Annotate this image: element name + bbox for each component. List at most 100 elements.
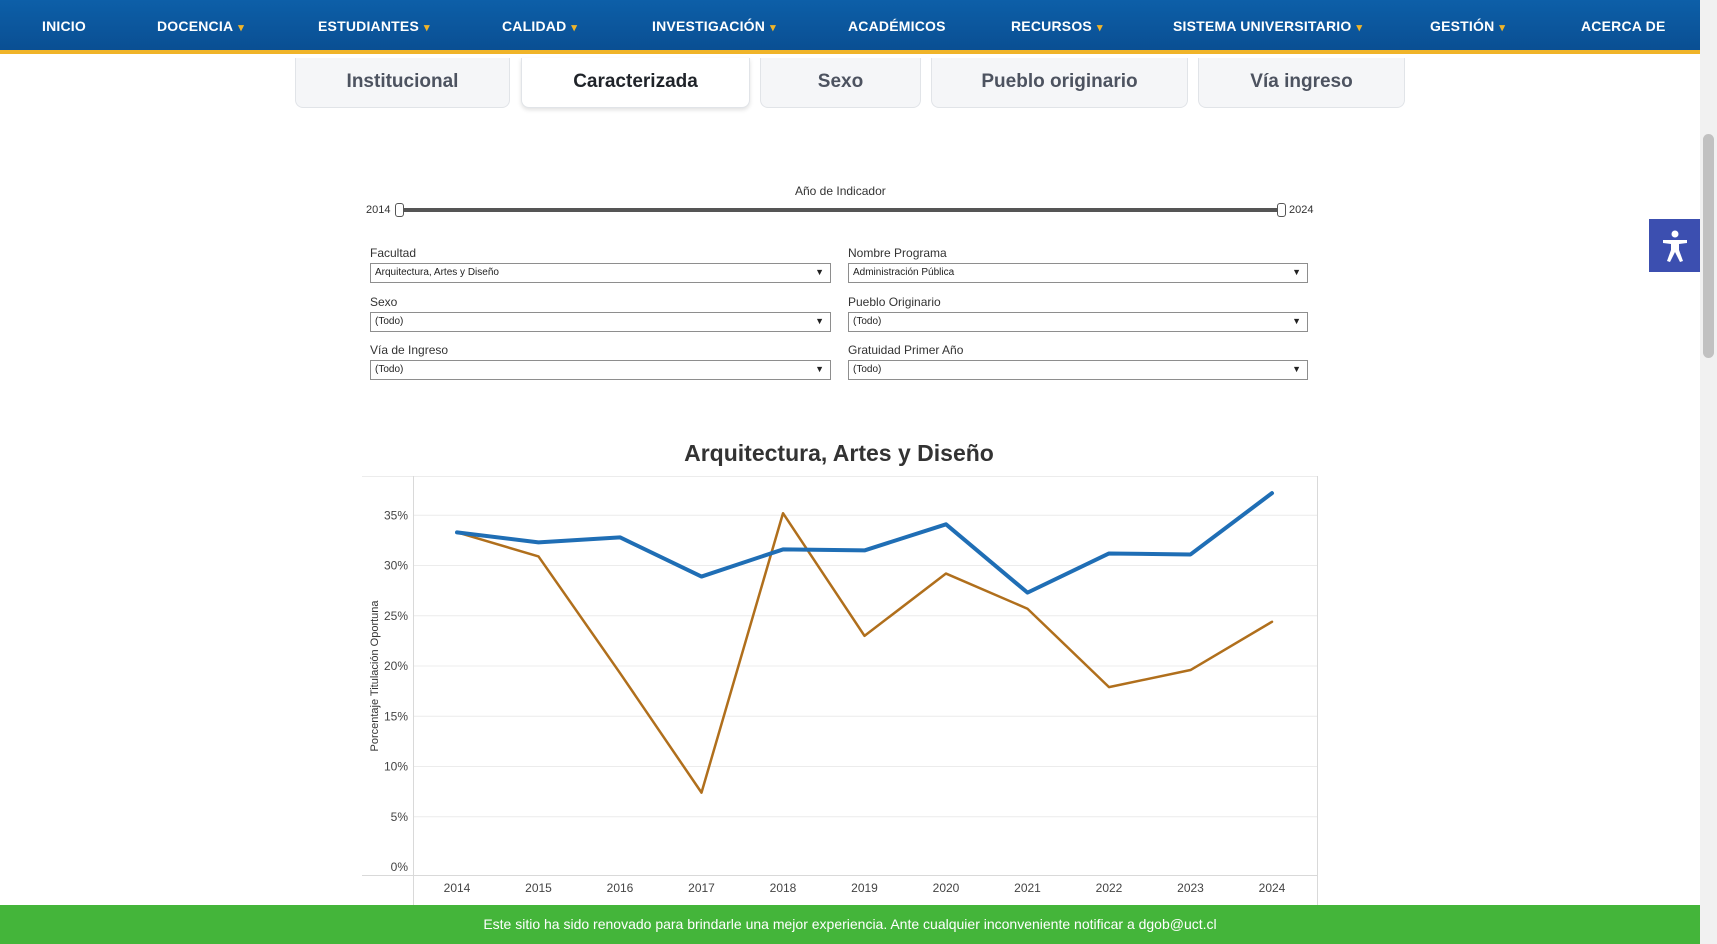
via-value: (Todo) (375, 364, 404, 375)
x-tick-label: 2015 (525, 881, 552, 895)
chevron-down-icon: ▾ (1356, 22, 1363, 34)
chevron-down-icon: ▾ (571, 22, 578, 34)
nav-item-label: CALIDAD (502, 18, 567, 34)
x-tick-label: 2016 (607, 881, 634, 895)
x-tick-label: 2014 (444, 881, 471, 895)
gratuidad-value: (Todo) (853, 364, 882, 375)
year-range-slider[interactable] (399, 208, 1281, 212)
nav-item-label: DOCENCIA (157, 18, 234, 34)
nav-item-recursos[interactable]: RECURSOS ▾ (1011, 18, 1103, 34)
tab-label: Institucional (346, 71, 459, 92)
tab-label: Caracterizada (573, 71, 698, 92)
chart-series (455, 491, 1274, 794)
pueblo-select[interactable]: (Todo) ▼ (848, 312, 1308, 332)
tab-label: Pueblo originario (981, 71, 1138, 92)
nav-item-label: SISTEMA UNIVERSITARIO (1173, 18, 1352, 34)
nav-item-label: INVESTIGACIÓN (652, 18, 766, 34)
x-tick-label: 2022 (1096, 881, 1123, 895)
nav-item-inicio[interactable]: INICIO (42, 18, 86, 34)
line-chart: 0%5%10%15%20%25%30%35% 2014 2015 2016 2017 2… (362, 476, 1318, 905)
slider-max-label: 2024 (1289, 204, 1314, 216)
chevron-down-icon: ▾ (238, 22, 245, 34)
x-tick-label: 2023 (1177, 881, 1204, 895)
y-tick-label: 0% (391, 860, 409, 874)
chart-title: Arquitectura, Artes y Diseño (684, 440, 994, 466)
series-line-1 (455, 491, 1274, 595)
programa-value: Administración Pública (853, 267, 955, 278)
chevron-down-icon: ▾ (424, 22, 430, 34)
dropdown-arrow-icon: ▼ (1292, 316, 1301, 326)
accessibility-icon (1662, 230, 1687, 262)
chart-grid (414, 514, 1317, 818)
tab-via-ingreso[interactable]: Vía ingreso (1198, 58, 1405, 108)
scrollbar-thumb[interactable] (1703, 134, 1714, 358)
gratuidad-select[interactable]: (Todo) ▼ (848, 360, 1308, 380)
x-tick-label: 2019 (851, 881, 878, 895)
sexo-select[interactable]: (Todo) ▼ (370, 312, 831, 332)
dropdown-arrow-icon: ▼ (815, 364, 824, 374)
y-tick-label: 35% (384, 508, 408, 522)
page-scrollbar[interactable] (1700, 0, 1717, 944)
sexo-value: (Todo) (375, 316, 404, 327)
y-axis-ticks: 0% 5% 10% 15% 20% 25% 30% 35% (384, 508, 408, 874)
gratuidad-label: Gratuidad Primer Año (848, 343, 964, 357)
facultad-label: Facultad (370, 246, 417, 260)
x-tick-label: 2018 (770, 881, 797, 895)
tab-institucional[interactable]: Institucional (295, 58, 510, 108)
nav-item-estudiantes[interactable]: ESTUDIANTES ▾ (318, 18, 430, 34)
nav-item-investigacion[interactable]: INVESTIGACIÓN ▾ (652, 18, 776, 34)
tab-caracterizada[interactable]: Caracterizada (521, 58, 750, 108)
nav-item-label: INICIO (42, 18, 86, 34)
nav-item-gestion[interactable]: GESTIÓN ▾ (1430, 18, 1505, 34)
dropdown-arrow-icon: ▼ (815, 267, 824, 277)
nav-item-label: ESTUDIANTES (318, 18, 419, 34)
y-tick-label: 20% (384, 659, 408, 673)
nav-item-academicos[interactable]: ACADÉMICOS (848, 18, 946, 34)
facultad-select[interactable]: Arquitectura, Artes y Diseño ▼ (370, 263, 831, 283)
sexo-label: Sexo (370, 295, 398, 309)
notice-banner: Este sitio ha sido renovado para brindar… (0, 905, 1700, 944)
programa-select[interactable]: Administración Pública ▼ (848, 263, 1308, 283)
tab-label: Vía ingreso (1250, 71, 1353, 92)
nav-item-acerca-de[interactable]: ACERCA DE (1581, 18, 1666, 34)
nav-item-label: GESTIÓN (1430, 18, 1495, 34)
y-axis-label: Porcentaje Titulación Oportuna (369, 600, 381, 752)
accessibility-button[interactable] (1649, 219, 1700, 272)
chevron-down-icon: ▾ (1499, 22, 1506, 34)
y-tick-label: 30% (384, 559, 408, 573)
y-tick-label: 5% (391, 810, 409, 824)
chart-axes (362, 476, 1318, 905)
dropdown-arrow-icon: ▼ (1292, 267, 1301, 277)
facultad-value: Arquitectura, Artes y Diseño (375, 267, 499, 278)
nav-item-docencia[interactable]: DOCENCIA ▾ (157, 18, 244, 34)
x-tick-label: 2020 (933, 881, 960, 895)
tab-pueblo-originario[interactable]: Pueblo originario (931, 58, 1188, 108)
pueblo-value: (Todo) (853, 316, 882, 327)
dropdown-arrow-icon: ▼ (1292, 364, 1301, 374)
nav-item-sistema-universitario[interactable]: SISTEMA UNIVERSITARIO ▾ (1173, 18, 1362, 34)
pueblo-label: Pueblo Originario (848, 295, 941, 309)
programa-label: Nombre Programa (848, 246, 947, 260)
slider-min-label: 2014 (366, 204, 391, 216)
slider-title: Año de Indicador (795, 184, 886, 198)
tab-label: Sexo (817, 71, 864, 92)
x-tick-label: 2021 (1014, 881, 1041, 895)
x-axis-ticks: 2014 2015 2016 2017 2018 2019 2020 2021 2022 2023… (444, 881, 1286, 895)
series-line-2 (455, 511, 1274, 794)
via-select[interactable]: (Todo) ▼ (370, 360, 831, 380)
nav-item-label: RECURSOS (1011, 18, 1092, 34)
y-tick-label: 25% (384, 609, 408, 623)
chevron-down-icon: ▾ (1096, 22, 1103, 34)
nav-item-label: ACADÉMICOS (848, 18, 946, 34)
slider-handle-end[interactable] (1277, 203, 1286, 217)
top-navigation-bar: INICIO DOCENCIA ▾ ESTUDIANTES ▾ CALIDAD ▾ I… (0, 0, 1700, 54)
slider-handle-start[interactable] (395, 203, 404, 217)
x-tick-label: 2024 (1259, 881, 1286, 895)
y-tick-label: 10% (384, 760, 408, 774)
via-label: Vía de Ingreso (370, 343, 449, 357)
chevron-down-icon: ▾ (770, 22, 776, 34)
tab-sexo[interactable]: Sexo (760, 58, 921, 108)
nav-item-label: ACERCA DE (1581, 18, 1666, 34)
nav-item-calidad[interactable]: CALIDAD ▾ (502, 18, 577, 34)
dropdown-arrow-icon: ▼ (815, 316, 824, 326)
